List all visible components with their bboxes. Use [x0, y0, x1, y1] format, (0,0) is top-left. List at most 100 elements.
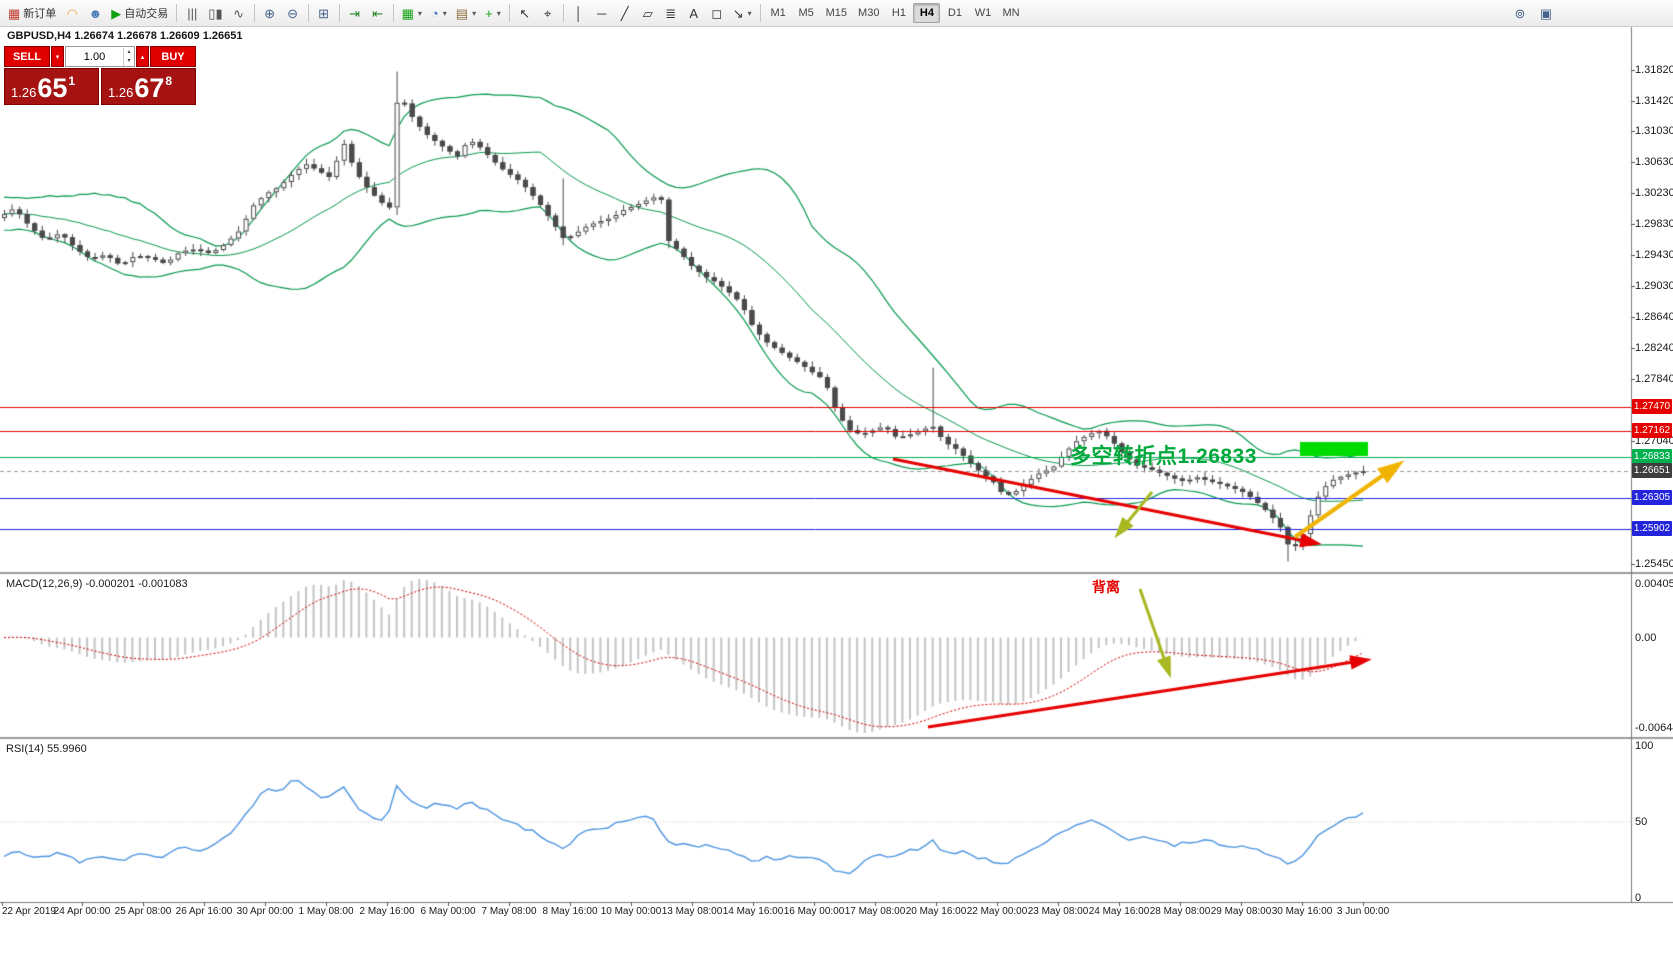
hard-hat-icon: ◠	[66, 5, 78, 21]
community-button[interactable]: ☻	[84, 2, 106, 24]
timeframe-m30[interactable]: M30	[858, 7, 880, 19]
crosshair-button[interactable]: ⌖	[537, 2, 559, 24]
toolbar-separator	[307, 4, 309, 22]
turning-point-annotation: 多空转折点1.26833	[1070, 445, 1257, 468]
window-layout-icon: ▣	[1539, 5, 1553, 21]
expert-advisors-button[interactable]: ◠	[61, 2, 83, 24]
one-click-trade-panel: SELL ▾ ▴ ▾ ▴ BUY 1.26 65 1 1.26 67 8	[4, 46, 196, 105]
channel-button[interactable]: ▱	[637, 2, 659, 24]
dropdown-caret-icon: ▾	[442, 8, 447, 18]
candlestick-chart-icon: ▦	[8, 5, 21, 21]
horizontal-line-button[interactable]: ─	[591, 2, 613, 24]
trade-panel-controls: SELL ▾ ▴ ▾ ▴ BUY	[4, 46, 196, 67]
arrow-objects-icon: ↘	[732, 5, 744, 21]
toolbar-separator	[508, 4, 510, 22]
ohlc-bars-icon: |||	[187, 5, 198, 21]
shapes-icon: ◻	[711, 5, 723, 21]
zoom-in-button[interactable]: ⊕	[259, 2, 281, 24]
timeframe-h4[interactable]: H4	[913, 3, 941, 23]
autotrading-button-label: 自动交易	[124, 8, 169, 20]
new-order-button[interactable]: ▦ 新订单	[4, 2, 60, 24]
spin-up-icon[interactable]: ▴	[127, 48, 131, 55]
sell-button[interactable]: SELL	[4, 46, 50, 67]
sell-price-big: 65	[37, 73, 68, 104]
templates-button[interactable]: ▤ ▾	[452, 2, 480, 24]
toolbar-separator	[562, 4, 564, 22]
chart-ohlc-title: GBPUSD,H4 1.26674 1.26678 1.26609 1.2665…	[7, 30, 243, 42]
toolbar-separator	[253, 4, 255, 22]
arrows-button[interactable]: ↘ ▾	[729, 2, 756, 24]
timeframe-w1[interactable]: W1	[974, 7, 992, 19]
fibonacci-button[interactable]: ≣	[660, 2, 682, 24]
toolbar-separator	[392, 4, 394, 22]
chart-shift-button[interactable]: ⇤	[367, 2, 389, 24]
buy-price-sup: 8	[165, 74, 173, 88]
line-chart-button[interactable]: ∿	[228, 2, 250, 24]
user-icon: ☻	[88, 5, 103, 21]
chart-shift-icon: ⇤	[372, 5, 384, 21]
timeframe-m1[interactable]: M1	[770, 7, 786, 19]
zoom-out-button[interactable]: ⊖	[282, 2, 304, 24]
candlestick-chart-button[interactable]: ▯▮	[204, 2, 226, 24]
dropdown-caret-icon: ▾	[472, 8, 477, 18]
rsi-indicator-label: RSI(14) 55.9960	[6, 743, 87, 755]
sell-dropdown-caret-icon[interactable]: ▾	[51, 46, 64, 67]
buy-price-big: 67	[134, 73, 165, 104]
timeframe-m15[interactable]: M15	[825, 7, 848, 19]
sell-price-button[interactable]: 1.26 65 1	[4, 68, 99, 105]
toolbar-separator	[176, 4, 178, 22]
timeframe-d1[interactable]: D1	[947, 7, 962, 19]
text-icon: A	[689, 5, 699, 21]
line-chart-icon: ∿	[233, 5, 245, 21]
vertical-line-button[interactable]: │	[568, 2, 590, 24]
candles-icon: ▯▮	[208, 5, 223, 21]
new-chart-icon: ▦	[401, 5, 414, 21]
buy-price-button[interactable]: 1.26 67 8	[101, 68, 196, 105]
cursor-button[interactable]: ↖	[514, 2, 536, 24]
zoom-out-icon: ⊖	[287, 5, 299, 21]
shapes-button[interactable]: ◻	[706, 2, 728, 24]
spin-down-icon[interactable]: ▾	[127, 57, 131, 64]
clock-icon: ◔	[430, 5, 439, 21]
tile-windows-icon: ⊞	[318, 5, 330, 21]
divergence-annotation: 背离	[1092, 579, 1120, 595]
volume-input[interactable]	[66, 50, 123, 63]
search-icon: ⊚	[1514, 5, 1526, 21]
timeframe-m5[interactable]: M5	[798, 7, 814, 19]
buy-button[interactable]: BUY	[150, 46, 196, 67]
auto-scroll-button[interactable]: ⇥	[344, 2, 366, 24]
trendline-icon: ╱	[620, 5, 629, 21]
cursor-arrow-icon: ↖	[519, 5, 531, 21]
tile-windows-button[interactable]: ⊞	[313, 2, 335, 24]
fibonacci-icon: ≣	[665, 5, 677, 21]
zoom-in-icon: ⊕	[264, 5, 276, 21]
timeframe-h1[interactable]: H1	[891, 7, 906, 19]
trendline-button[interactable]: ╱	[614, 2, 636, 24]
volume-box: ▴ ▾	[65, 46, 135, 67]
autotrading-button[interactable]: ▶ 自动交易	[107, 2, 172, 24]
toolbar-separator	[759, 4, 761, 22]
toolbar: ▦ 新订单 ◠ ☻ ▶ 自动交易 ||| ▯▮ ∿ ⊕ ⊖ ⊞ ⇥ ⇤ ▦ ▾ ◔ ▾ ▤ ▾ + ▾ ↖ ⌖ │ ─ ╱ ▱ ≣ A ◻ ↘…	[0, 0, 1673, 27]
trade-panel-prices: 1.26 65 1 1.26 67 8	[4, 68, 196, 105]
buy-dropdown-caret-icon[interactable]: ▴	[136, 46, 149, 67]
volume-spinner[interactable]: ▴ ▾	[123, 47, 134, 66]
template-icon: ▤	[455, 5, 469, 21]
vertical-line-icon: │	[574, 5, 583, 21]
play-icon: ▶	[111, 5, 122, 21]
new-chart-button[interactable]: ▦ ▾	[398, 2, 426, 24]
search-button[interactable]: ⊚	[1509, 2, 1531, 24]
indicators-icon: +	[485, 5, 493, 21]
window-layout-button[interactable]: ▣	[1535, 2, 1557, 24]
toolbar-separator	[338, 4, 340, 22]
bar-chart-button[interactable]: |||	[181, 2, 203, 24]
timeframe-mn[interactable]: MN	[1002, 7, 1020, 19]
horizontal-line-icon: ─	[597, 5, 607, 21]
dropdown-caret-icon: ▾	[747, 8, 752, 18]
periods-button[interactable]: ◔ ▾	[427, 2, 451, 24]
text-button[interactable]: A	[683, 2, 705, 24]
sell-price-sup: 1	[68, 74, 76, 88]
crosshair-icon: ⌖	[544, 5, 552, 21]
new-order-button-label: 新订单	[23, 8, 57, 20]
indicators-button[interactable]: + ▾	[481, 2, 505, 24]
